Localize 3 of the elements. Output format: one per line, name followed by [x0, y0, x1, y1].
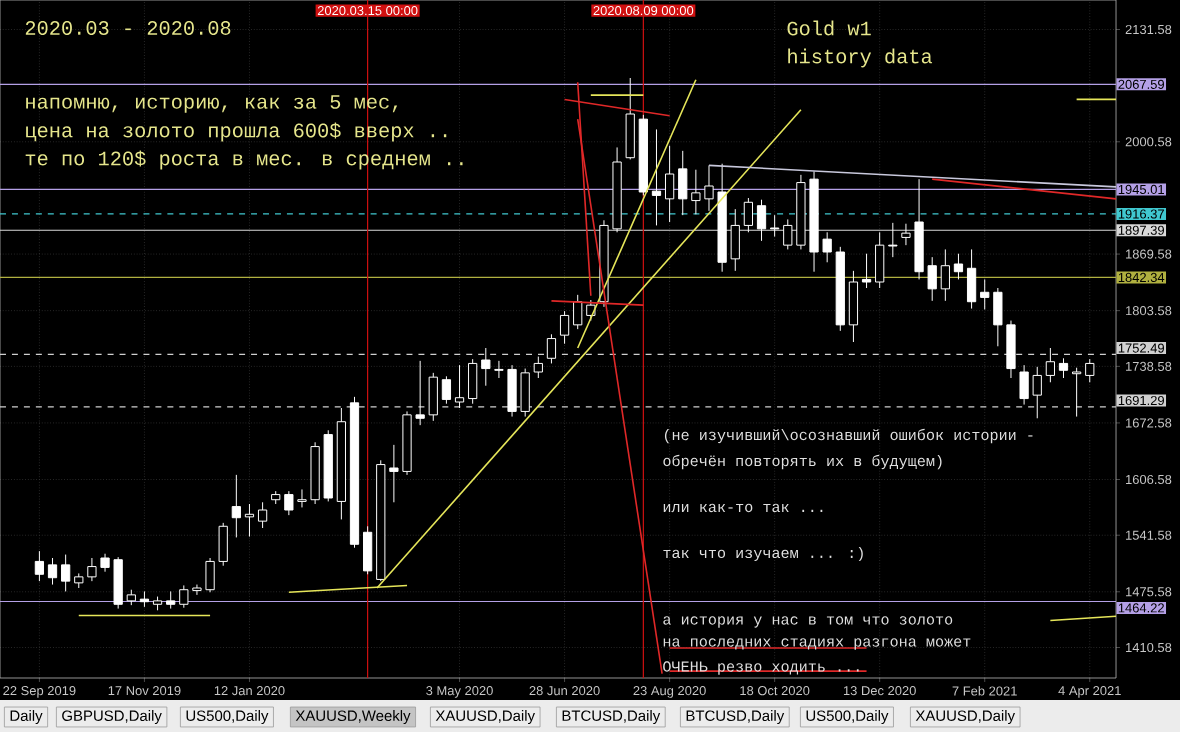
text: 2020.03 - 2020.08 [25, 21, 231, 35]
annotation: history data [788, 48, 933, 68]
annotation: Gold w1 [787, 20, 871, 36]
